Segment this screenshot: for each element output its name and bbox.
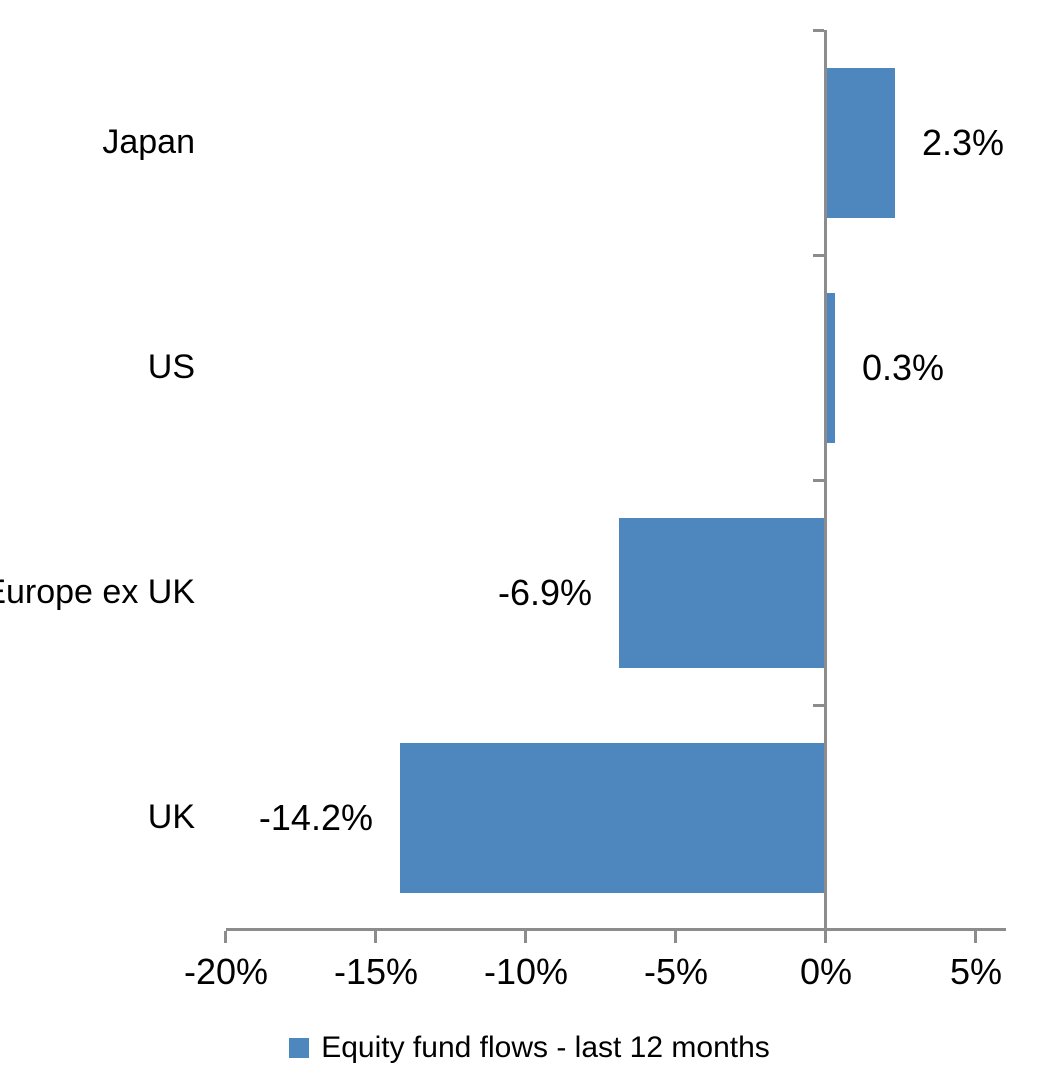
bar-uk	[400, 742, 826, 893]
legend: Equity fund flows - last 12 months	[0, 1030, 1059, 1066]
x-tick-label: 0%	[799, 951, 853, 992]
x-tick-label: -15%	[333, 951, 419, 992]
x-axis-tick	[374, 931, 377, 943]
bar-japan	[826, 67, 895, 218]
x-axis-tick	[674, 931, 677, 943]
data-label: -14.2%	[258, 796, 373, 838]
x-tick-label: -20%	[183, 951, 269, 992]
data-label: 2.3%	[922, 121, 1005, 163]
y-axis-tick	[813, 29, 824, 32]
x-tick-label: -10%	[483, 951, 569, 992]
x-tick-label: -5%	[643, 951, 709, 992]
bar-us	[826, 292, 835, 443]
x-tick-label: 5%	[949, 951, 1003, 992]
category-label: Japan	[102, 123, 195, 161]
x-axis-tick	[224, 931, 227, 943]
data-label: -6.9%	[497, 571, 592, 613]
category-label: UK	[147, 798, 195, 836]
x-axis-line	[226, 928, 1006, 931]
category-label: US	[147, 348, 195, 386]
x-axis-tick	[524, 931, 527, 943]
y-axis-line	[824, 30, 827, 943]
category-label: Europe ex UK	[0, 573, 195, 611]
x-axis-tick	[974, 931, 977, 943]
data-label: 0.3%	[862, 346, 945, 388]
legend-series-label: Equity fund flows - last 12 months	[321, 1031, 770, 1064]
y-axis-tick	[813, 704, 824, 707]
bar-europe-ex-uk	[619, 517, 826, 668]
legend-series-swatch	[289, 1038, 310, 1058]
x-axis-tick	[824, 931, 827, 943]
y-axis-tick	[813, 479, 824, 482]
y-axis-tick	[813, 254, 824, 257]
